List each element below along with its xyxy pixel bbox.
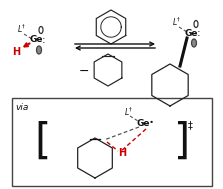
FancyBboxPatch shape <box>12 98 212 186</box>
Text: H: H <box>12 47 20 57</box>
Text: $\ddagger$: $\ddagger$ <box>187 120 193 132</box>
Ellipse shape <box>194 20 198 28</box>
Text: via: via <box>15 104 29 112</box>
Text: L$^†$: L$^†$ <box>172 16 181 28</box>
Text: $-$: $-$ <box>78 64 90 77</box>
Text: Ge: Ge <box>29 36 43 44</box>
Text: $\bullet$: $\bullet$ <box>148 115 154 125</box>
Text: :: : <box>197 28 201 38</box>
Polygon shape <box>78 138 112 178</box>
Text: L$^†$: L$^†$ <box>124 106 133 118</box>
Polygon shape <box>152 64 188 106</box>
Text: H: H <box>118 148 126 158</box>
Polygon shape <box>96 10 126 44</box>
Ellipse shape <box>192 39 196 47</box>
Text: Ge: Ge <box>184 29 198 37</box>
Text: :: : <box>42 35 46 45</box>
Text: ]: ] <box>174 121 190 163</box>
Text: L$^†$: L$^†$ <box>17 23 26 35</box>
Polygon shape <box>94 54 122 86</box>
Ellipse shape <box>39 26 43 33</box>
Text: Ge: Ge <box>136 119 150 128</box>
Ellipse shape <box>37 46 41 54</box>
Text: [: [ <box>34 121 50 163</box>
